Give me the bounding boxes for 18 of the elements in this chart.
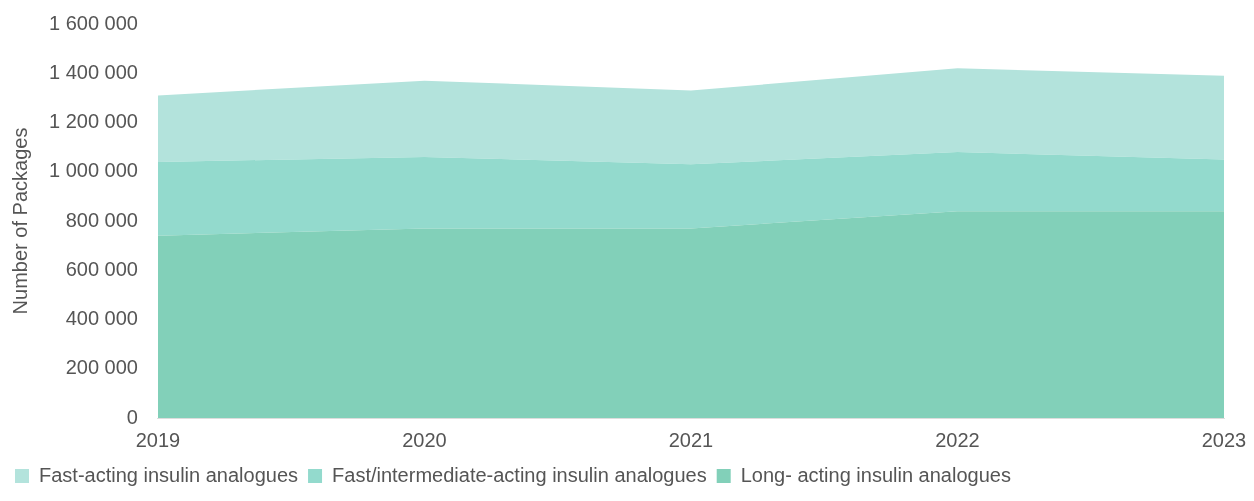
legend-label: Long- acting insulin analogues: [740, 463, 1011, 486]
x-tick-label: 2020: [402, 428, 447, 451]
y-tick-label: 1 400 000: [48, 60, 138, 83]
x-tick-label: 2021: [668, 428, 714, 451]
x-tick-label: 2023: [1201, 428, 1247, 451]
y-tick-label: 800 000: [65, 208, 138, 231]
x-tick-label: 2022: [935, 428, 980, 451]
y-tick-label: 1 600 000: [48, 11, 138, 34]
x-tick-label: 2019: [135, 428, 181, 451]
legend-label: Fast/intermediate-acting insulin analogues: [332, 463, 707, 486]
y-tick-label: 600 000: [65, 257, 138, 280]
y-tick-label: 200 000: [65, 356, 138, 379]
y-tick-label: 0: [126, 405, 138, 428]
y-axis-title: Number of Packages: [8, 127, 31, 315]
y-tick-label: 1 200 000: [48, 110, 138, 133]
legend-label: Fast-acting insulin analogues: [39, 463, 299, 486]
y-tick-label: 1 000 000: [48, 159, 138, 182]
y-tick-label: 400 000: [65, 307, 138, 330]
